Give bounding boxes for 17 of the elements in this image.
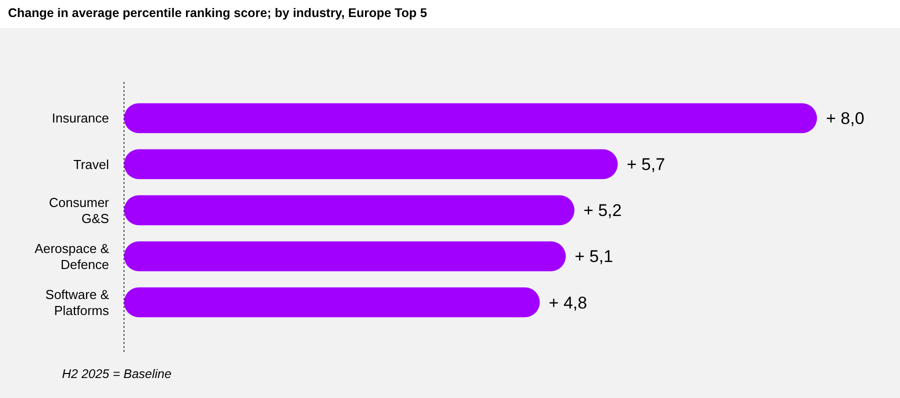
- data-label: + 8,0: [826, 109, 864, 128]
- bar: [124, 103, 817, 134]
- bar: [124, 241, 566, 272]
- text: H2 2025 = Baseline: [62, 367, 172, 381]
- y-tick-label: Consumer G&S: [49, 194, 110, 226]
- data-label: + 4,8: [548, 293, 588, 312]
- bar: [124, 287, 540, 318]
- y-tick-label: Insurance: [52, 110, 109, 126]
- bar: [124, 195, 574, 226]
- data-label: + 5,7: [626, 155, 666, 174]
- y-tick-label: Software & Platforms: [45, 286, 110, 318]
- y-tick-label: Travel: [73, 156, 110, 172]
- data-label: + 5,1: [574, 247, 614, 266]
- data-label: + 5,2: [583, 201, 622, 220]
- bar: [124, 149, 618, 180]
- y-tick-label: Aerospace & Defence: [34, 240, 110, 272]
- chart-title: Change in average percentile ranking score; by industry, Europe Top 5: [8, 6, 428, 20]
